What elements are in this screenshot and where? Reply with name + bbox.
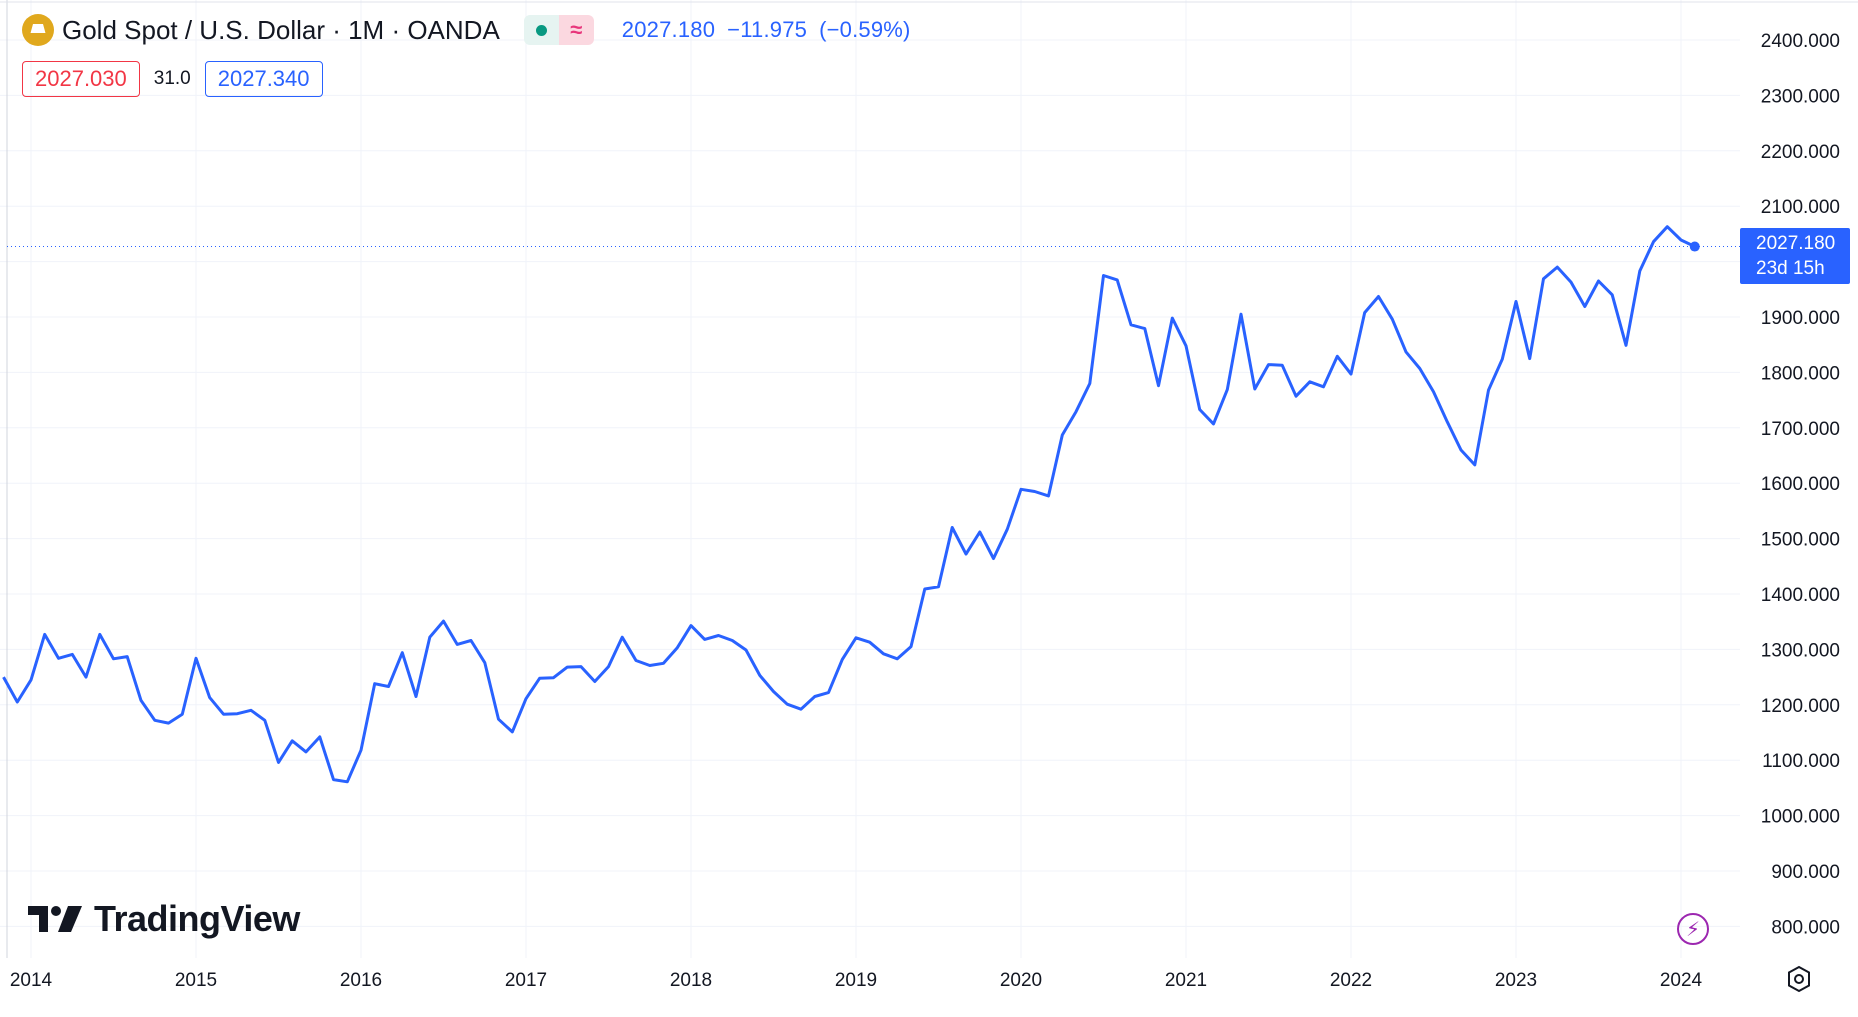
market-open-dot-icon[interactable] — [523, 15, 559, 45]
bid-ask-panel: 2027.030 31.0 2027.340 — [22, 61, 323, 97]
lightning-icon[interactable]: ⚡ — [1677, 913, 1709, 945]
price-axis-label: 2100.000 — [1761, 197, 1840, 218]
gold-bar-icon — [22, 14, 54, 46]
price-axis-label: 1000.000 — [1761, 807, 1840, 828]
settings-gear-icon[interactable] — [1785, 965, 1813, 993]
series-layer — [2, 225, 1740, 784]
price-axis[interactable]: 800.000 900.000 1000.000 1100.000 1200.000 13… — [1761, 31, 1840, 938]
price-axis-label: 1900.000 — [1761, 308, 1840, 329]
tradingview-logo[interactable]: TradingView — [28, 898, 300, 940]
price-axis-label: 2200.000 — [1761, 142, 1840, 163]
price-axis-label: 2400.000 — [1761, 31, 1840, 52]
status-indicators[interactable]: ≈ — [523, 15, 594, 45]
symbol-legend[interactable]: Gold Spot / U.S. Dollar · 1M · OANDA ≈ 2… — [22, 12, 923, 48]
spread-value: 31.0 — [153, 68, 191, 89]
price-change: −11.975 — [727, 17, 808, 42]
time-axis-label: 2023 — [1495, 970, 1537, 991]
price-axis-label: 800.000 — [1771, 917, 1840, 938]
price-axis-label: 1500.000 — [1761, 530, 1840, 551]
time-axis-label: 2024 — [1660, 970, 1703, 991]
price-quote: 2027.180 −11.975 (−0.59%) — [622, 17, 923, 43]
time-axis-label: 2022 — [1330, 970, 1372, 991]
time-axis[interactable]: 2014 2015 2016 2017 2018 2019 2020 2021 2022 2023… — [10, 970, 1703, 991]
time-axis-label: 2018 — [670, 970, 712, 991]
price-axis-label: 1300.000 — [1761, 640, 1840, 661]
price-axis-label: 2300.000 — [1761, 86, 1840, 107]
price-axis-label: 900.000 — [1771, 862, 1840, 883]
symbol-title[interactable]: Gold Spot / U.S. Dollar · 1M · OANDA — [62, 14, 500, 45]
price-axis-label: 1600.000 — [1761, 474, 1840, 495]
price-series-line[interactable] — [2, 225, 1696, 784]
last-price-value: 2027.180 — [1756, 233, 1836, 254]
last-point-marker — [1689, 241, 1700, 252]
price-axis-label: 1100.000 — [1762, 751, 1840, 772]
last-price: 2027.180 — [621, 17, 716, 42]
time-axis-label: 2015 — [175, 970, 217, 991]
price-axis-label: 1400.000 — [1761, 585, 1840, 606]
logo-wordmark: TradingView — [94, 898, 300, 939]
delayed-data-icon[interactable]: ≈ — [558, 15, 594, 45]
time-axis-label: 2019 — [835, 970, 877, 991]
buy-price-button[interactable]: 2027.340 — [204, 61, 323, 97]
grid-lines — [0, 0, 1858, 958]
sell-price-button[interactable]: 2027.030 — [22, 61, 140, 97]
tradingview-mark-icon — [28, 906, 82, 932]
price-axis-label: 1200.000 — [1761, 696, 1840, 717]
time-axis-label: 2017 — [505, 970, 547, 991]
price-axis-label: 1800.000 — [1761, 363, 1840, 384]
time-axis-label: 2014 — [10, 970, 53, 991]
time-axis-label: 2020 — [1000, 970, 1042, 991]
bar-countdown: 23d 15h — [1756, 258, 1825, 279]
time-axis-label: 2021 — [1165, 970, 1207, 991]
price-axis-label: 1700.000 — [1761, 419, 1840, 440]
time-axis-label: 2016 — [340, 970, 382, 991]
price-change-pct: (−0.59%) — [819, 17, 911, 42]
last-price-label: 2027.180 23d 15h — [1740, 228, 1850, 284]
